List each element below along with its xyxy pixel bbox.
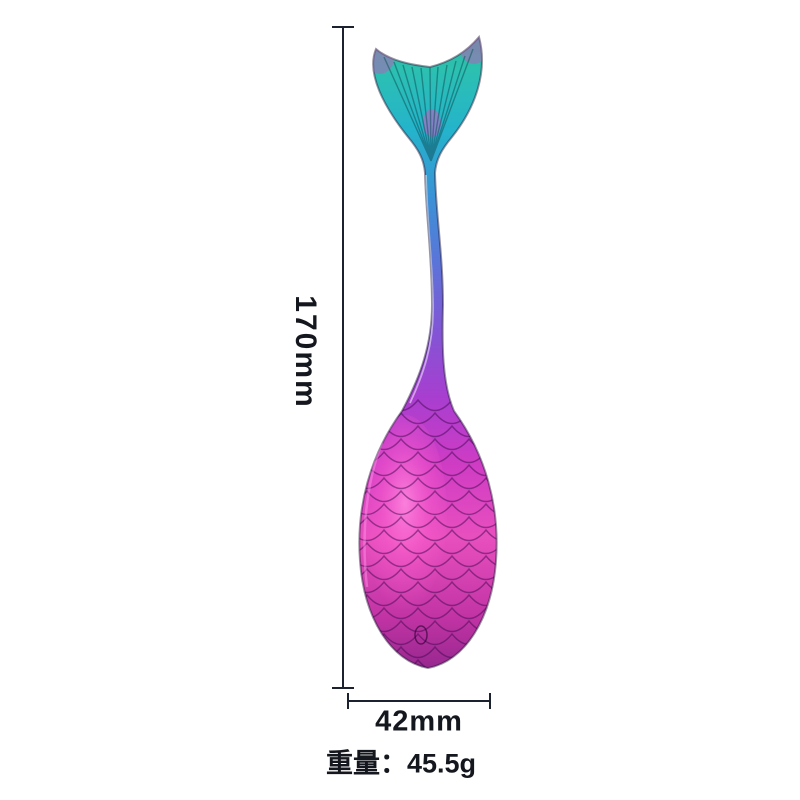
- mermaid-spoon-photo: [358, 34, 498, 670]
- bowl-scales: [359, 398, 497, 668]
- bowl-engraving-mark: [414, 625, 428, 645]
- weight-label: 重量：45.5g: [325, 748, 477, 779]
- dimension-line-vertical: [342, 26, 344, 689]
- bowl-hotspot: [363, 415, 447, 611]
- spoon-body: [358, 34, 498, 670]
- width-dimension-label: 42mm: [375, 705, 463, 738]
- bowl-rim-highlight: [363, 442, 384, 588]
- width-dimension-line: [347, 693, 491, 709]
- handle-highlight: [409, 174, 434, 404]
- height-dimension-line: [332, 26, 354, 689]
- dimension-cap-right: [489, 693, 491, 709]
- tail-tip-right-sheen: [459, 37, 489, 64]
- dimension-line-horizontal: [347, 700, 491, 702]
- dimension-cap-bottom: [332, 687, 354, 689]
- tail-tip-left-sheen: [365, 37, 395, 74]
- tail-ridges: [383, 48, 474, 162]
- height-dimension-label: 170mm: [289, 295, 322, 409]
